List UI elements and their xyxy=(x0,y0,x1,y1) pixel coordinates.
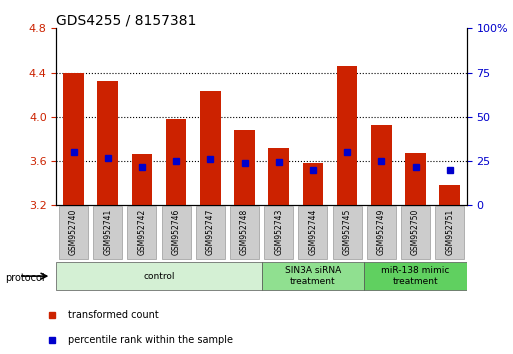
Text: GSM952747: GSM952747 xyxy=(206,209,215,255)
Text: GDS4255 / 8157381: GDS4255 / 8157381 xyxy=(56,13,197,27)
Bar xyxy=(337,66,358,205)
Text: GSM952746: GSM952746 xyxy=(172,209,181,255)
FancyBboxPatch shape xyxy=(56,262,262,290)
Bar xyxy=(63,73,84,205)
Text: GSM952741: GSM952741 xyxy=(103,209,112,255)
Text: GSM952748: GSM952748 xyxy=(240,209,249,255)
Text: control: control xyxy=(143,272,175,281)
FancyBboxPatch shape xyxy=(162,206,191,259)
Bar xyxy=(268,148,289,205)
Text: GSM952751: GSM952751 xyxy=(445,209,454,255)
Text: protocol: protocol xyxy=(5,273,45,283)
Bar xyxy=(166,119,186,205)
Bar xyxy=(371,125,391,205)
FancyBboxPatch shape xyxy=(127,206,156,259)
FancyBboxPatch shape xyxy=(59,206,88,259)
Text: GSM952750: GSM952750 xyxy=(411,209,420,255)
Text: GSM952749: GSM952749 xyxy=(377,209,386,255)
FancyBboxPatch shape xyxy=(299,206,327,259)
FancyBboxPatch shape xyxy=(196,206,225,259)
Text: percentile rank within the sample: percentile rank within the sample xyxy=(68,335,233,346)
Bar xyxy=(405,153,426,205)
Bar xyxy=(200,91,221,205)
Text: GSM952740: GSM952740 xyxy=(69,209,78,255)
Text: GSM952742: GSM952742 xyxy=(137,209,146,255)
FancyBboxPatch shape xyxy=(435,206,464,259)
FancyBboxPatch shape xyxy=(93,206,122,259)
FancyBboxPatch shape xyxy=(262,262,364,290)
Text: GSM952744: GSM952744 xyxy=(308,209,318,255)
FancyBboxPatch shape xyxy=(264,206,293,259)
Text: SIN3A siRNA
treatment: SIN3A siRNA treatment xyxy=(285,267,341,286)
FancyBboxPatch shape xyxy=(230,206,259,259)
FancyBboxPatch shape xyxy=(401,206,430,259)
Bar xyxy=(97,81,118,205)
Bar xyxy=(303,163,323,205)
Bar xyxy=(132,154,152,205)
FancyBboxPatch shape xyxy=(364,262,467,290)
FancyBboxPatch shape xyxy=(332,206,362,259)
Bar xyxy=(234,130,255,205)
Text: miR-138 mimic
treatment: miR-138 mimic treatment xyxy=(381,267,450,286)
Text: transformed count: transformed count xyxy=(68,309,159,320)
Text: GSM952745: GSM952745 xyxy=(343,209,351,255)
Text: GSM952743: GSM952743 xyxy=(274,209,283,255)
Bar xyxy=(440,185,460,205)
FancyBboxPatch shape xyxy=(367,206,396,259)
